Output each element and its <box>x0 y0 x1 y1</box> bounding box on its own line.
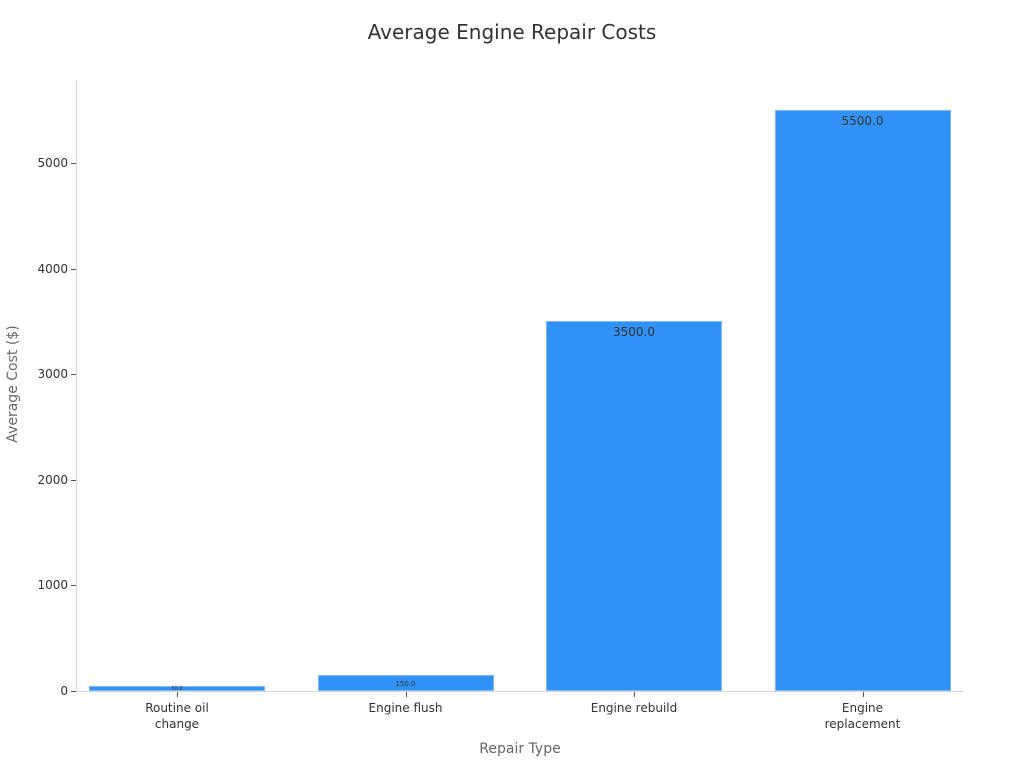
y-tick-label: 0 <box>60 684 68 698</box>
y-tick: 4000 <box>0 262 76 276</box>
x-tick-mark <box>862 692 864 697</box>
x-tick-label: Routine oil change <box>145 701 209 731</box>
y-tick: 3000 <box>0 367 76 381</box>
y-tick-mark <box>71 163 76 164</box>
bar-value-label: 150.0 <box>395 679 416 688</box>
x-tick-mark <box>177 692 178 697</box>
y-tick-mark <box>71 374 76 376</box>
x-tick-label: Engine rebuild <box>590 701 678 715</box>
y-tick: 1000 <box>0 578 76 592</box>
x-tick-mark <box>405 692 407 697</box>
y-tick-mark <box>71 691 76 692</box>
bar: 3500.0 <box>546 321 722 691</box>
y-tick-label: 1000 <box>37 578 68 593</box>
bar: 5500.0 <box>774 110 951 691</box>
y-axis-label: Average Cost ($) <box>5 325 21 443</box>
y-tick-label: 4000 <box>37 261 68 276</box>
y-tick-mark <box>71 585 76 587</box>
y-tick-mark <box>71 268 76 270</box>
y-tick-mark <box>71 479 76 481</box>
y-tick: 5000 <box>0 156 76 170</box>
x-tick-label: Engine replacement <box>824 701 901 731</box>
y-tick: 2000 <box>0 473 76 487</box>
x-tick-mark <box>634 692 635 697</box>
y-tick-label: 5000 <box>37 156 68 170</box>
y-axis-line <box>76 80 77 692</box>
x-axis-label: Repair Type <box>479 741 561 757</box>
y-tick: 0 <box>0 684 76 698</box>
bar-value-label: 3500.0 <box>613 325 655 340</box>
chart-title: Average Engine Repair Costs <box>367 20 657 44</box>
y-tick-label: 2000 <box>37 472 68 487</box>
bar: 50.0 <box>89 685 265 692</box>
x-tick-label: Engine flush <box>368 701 443 715</box>
bar-value-label: 5500.0 <box>841 114 884 129</box>
bar-value-label: 50.0 <box>171 685 183 692</box>
y-tick-label: 3000 <box>37 367 68 382</box>
x-axis-line <box>76 691 964 692</box>
bar: 150.0 <box>317 675 494 691</box>
